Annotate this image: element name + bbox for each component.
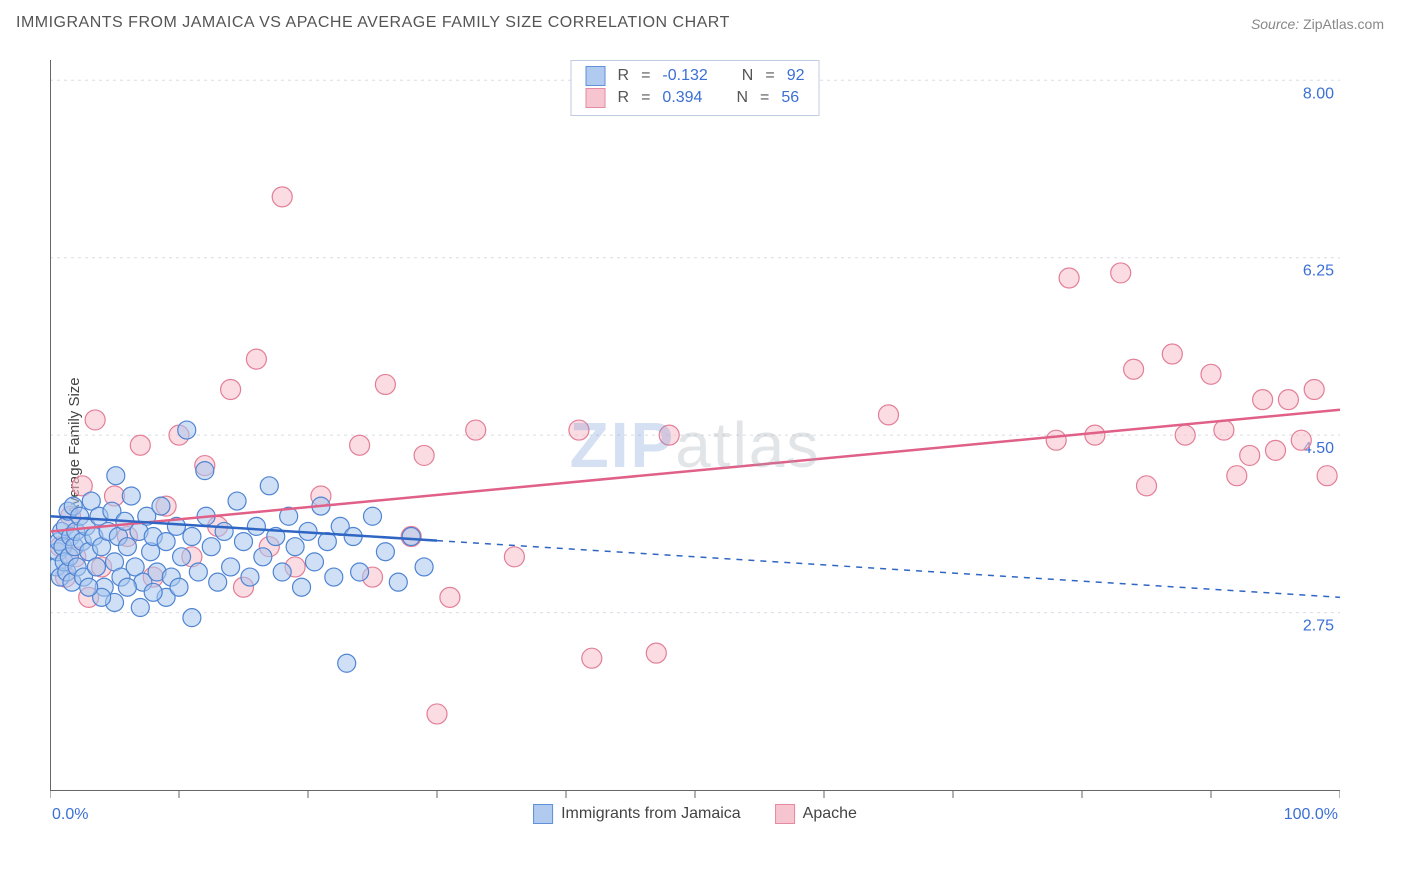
r-value-a: -0.132 — [662, 65, 707, 87]
swatch-series-b — [775, 804, 795, 824]
svg-text:2.75: 2.75 — [1303, 618, 1334, 635]
x-axis-min-label: 0.0% — [52, 806, 88, 824]
series-b-name: Apache — [803, 805, 857, 823]
chart-title: IMMIGRANTS FROM JAMAICA VS APACHE AVERAG… — [16, 14, 730, 32]
eq: = — [765, 65, 774, 87]
legend-item-a: Immigrants from Jamaica — [533, 804, 741, 824]
series-a-name: Immigrants from Jamaica — [561, 805, 741, 823]
swatch-series-b — [586, 88, 606, 108]
svg-text:6.25: 6.25 — [1303, 263, 1334, 280]
source-value: ZipAtlas.com — [1303, 16, 1384, 32]
eq: = — [641, 87, 650, 109]
legend-series-a: R = -0.132 N = 92 — [586, 65, 805, 87]
swatch-series-a — [533, 804, 553, 824]
legend-item-b: Apache — [775, 804, 857, 824]
source-label: Source: — [1251, 16, 1299, 32]
swatch-series-a — [586, 66, 606, 86]
n-label: N — [742, 65, 754, 87]
r-value-b: 0.394 — [662, 87, 702, 109]
eq: = — [641, 65, 650, 87]
x-axis-max-label: 100.0% — [1284, 806, 1338, 824]
r-label: R — [618, 65, 630, 87]
legend-series-b: R = 0.394 N = 56 — [586, 87, 805, 109]
n-label: N — [736, 87, 748, 109]
source-attribution: Source: ZipAtlas.com — [1251, 16, 1384, 32]
n-value-a: 92 — [787, 65, 805, 87]
plot-area: 2.754.506.258.00 ZIPatlas R = -0.132 N =… — [50, 60, 1340, 830]
svg-text:8.00: 8.00 — [1303, 85, 1334, 102]
chart-root: IMMIGRANTS FROM JAMAICA VS APACHE AVERAG… — [0, 0, 1406, 892]
n-value-b: 56 — [781, 87, 799, 109]
chart-svg: 2.754.506.258.00 — [50, 60, 1340, 830]
r-label: R — [618, 87, 630, 109]
series-legend: Immigrants from Jamaica Apache — [533, 804, 857, 824]
eq: = — [760, 87, 769, 109]
correlation-legend: R = -0.132 N = 92 R = 0.394 N = 56 — [571, 60, 820, 116]
